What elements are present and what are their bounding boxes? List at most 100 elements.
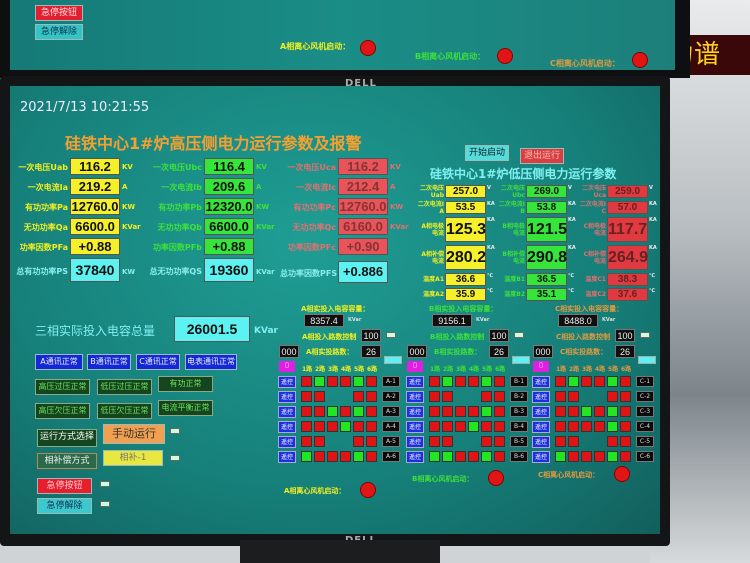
estop-release-switch-icon[interactable] [100, 501, 110, 507]
capacitor-on [340, 421, 351, 432]
route-tag: A-3 [382, 406, 400, 417]
remote-button[interactable]: 遥控 [278, 421, 296, 433]
remote-button[interactable]: 遥控 [406, 436, 424, 448]
route-header: 2路 [443, 366, 454, 373]
remote-button[interactable]: 遥控 [278, 391, 296, 403]
status-indicator: 电流平衡正常 [158, 400, 213, 416]
hv-a-value: 6600.0 [70, 218, 120, 235]
capacitor-off [327, 451, 338, 462]
route-control-switch-icon[interactable] [640, 332, 650, 338]
comp-mode-label: 相补偿方式 [37, 453, 97, 469]
route-tag: A-5 [382, 436, 400, 447]
lv-a-value: 125.3 [445, 217, 486, 242]
remote-button[interactable]: 遥控 [532, 451, 550, 463]
hv-total-pf-label: 总功率因数PFS [280, 269, 338, 278]
capacitor-off [366, 421, 377, 432]
remote-button[interactable]: 遥控 [406, 391, 424, 403]
remote-button[interactable]: 遥控 [532, 391, 550, 403]
manual-run-switch-icon[interactable] [170, 428, 180, 434]
capacitor-off [366, 451, 377, 462]
remote-button[interactable]: 遥控 [532, 421, 550, 433]
remote-button[interactable]: 遥控 [278, 436, 296, 448]
capacitor-off [314, 391, 325, 402]
capacitor-off [301, 436, 312, 447]
lv-b-unit: KA [568, 217, 576, 223]
exit-button[interactable]: 退出运行 [520, 148, 564, 164]
lv-b-value: 35.1 [526, 288, 567, 301]
capacitor-off [468, 406, 479, 417]
lv-b-label: 温度B1 [504, 276, 525, 283]
capacitor-off [607, 391, 618, 402]
hv-c-unit: KW [390, 203, 404, 211]
route-control-label: B相投入路数控制 [430, 333, 485, 341]
fan-start-indicator[interactable] [360, 482, 376, 498]
hv-c-unit: A [390, 183, 396, 191]
reset-button[interactable] [638, 356, 656, 364]
pink-indicator: 0 [407, 361, 423, 372]
top-fan-c-indicator [632, 52, 648, 68]
comp-mode-value[interactable]: 相补-1 [103, 450, 163, 466]
cap-unit: KVar [476, 317, 490, 323]
remote-button[interactable]: 遥控 [278, 406, 296, 418]
comp-mode-switch-icon[interactable] [170, 455, 180, 461]
lv-b-unit: ℃ [568, 288, 575, 294]
capacitor-off [581, 421, 592, 432]
capacitor-off [581, 451, 592, 462]
capacitor-off [607, 436, 618, 447]
remote-button[interactable]: 遥控 [406, 421, 424, 433]
route-tag: C-2 [636, 391, 654, 402]
hv-a-label: 一次电流Ia [27, 183, 68, 192]
top-estop-button[interactable]: 急停按钮 [35, 5, 83, 21]
remote-button[interactable]: 遥控 [532, 406, 550, 418]
route-control-switch-icon[interactable] [386, 332, 396, 338]
capacitor-on [314, 376, 325, 387]
estop-button[interactable]: 急停按钮 [37, 478, 92, 494]
lv-b-label: B相电极电流 [502, 222, 525, 237]
actual-routes-label: A相实投路数： [306, 348, 354, 356]
cap-value: 8357.4 [304, 314, 344, 327]
lv-c-unit: ℃ [649, 273, 656, 279]
reset-button[interactable] [384, 356, 402, 364]
route-control-input[interactable]: 100 [615, 329, 635, 342]
remote-button[interactable]: 遥控 [406, 376, 424, 388]
remote-button[interactable]: 遥控 [406, 406, 424, 418]
capacitor-off [494, 406, 505, 417]
capacity-value: 26001.5 [174, 316, 250, 342]
route-control-input[interactable]: 100 [361, 329, 381, 342]
manual-run-button[interactable]: 手动运行 [103, 424, 165, 444]
remote-button[interactable]: 遥控 [532, 376, 550, 388]
cap-label: B相实投入电容容量： [429, 305, 498, 313]
hv-a-label: 一次电压Uab [18, 163, 68, 172]
route-tag: B-6 [510, 451, 528, 462]
lv-a-unit: V [487, 185, 491, 191]
start-button[interactable]: 开始启动 [465, 145, 509, 161]
remote-button[interactable]: 遥控 [406, 451, 424, 463]
reset-button[interactable] [512, 356, 530, 364]
pink-indicator: 0 [533, 361, 549, 372]
remote-button[interactable]: 遥控 [278, 376, 296, 388]
estop-switch-icon[interactable] [100, 481, 110, 487]
capacitor-off [366, 436, 377, 447]
route-header: 5路 [482, 366, 493, 373]
hv-total_q-label: 总无功功率QS [149, 267, 202, 276]
hv-b-unit: KV [256, 163, 267, 171]
lv-b-label: 温度B2 [504, 291, 525, 298]
capacity-label: 三相实际投入电容总量 [35, 324, 156, 338]
route-control-label: C相投入路数控制 [556, 333, 611, 341]
capacitor-off [314, 451, 325, 462]
capacitor-on [481, 451, 492, 462]
remote-button[interactable]: 遥控 [278, 451, 296, 463]
route-control-switch-icon[interactable] [514, 332, 524, 338]
top-estop-release-button[interactable]: 急停解除 [35, 24, 83, 40]
route-control-input[interactable]: 100 [489, 329, 509, 342]
capacitor-off [442, 436, 453, 447]
remote-button[interactable]: 遥控 [532, 436, 550, 448]
hv-b-label: 一次电压Ubc [153, 163, 202, 172]
estop-release-button[interactable]: 急停解除 [37, 498, 92, 514]
fan-start-indicator[interactable] [488, 470, 504, 486]
fan-start-indicator[interactable] [614, 466, 630, 482]
capacitor-off [340, 376, 351, 387]
capacitor-on [581, 406, 592, 417]
lv-a-unit: ℃ [487, 288, 494, 294]
lv-c-unit: KA [649, 201, 657, 207]
